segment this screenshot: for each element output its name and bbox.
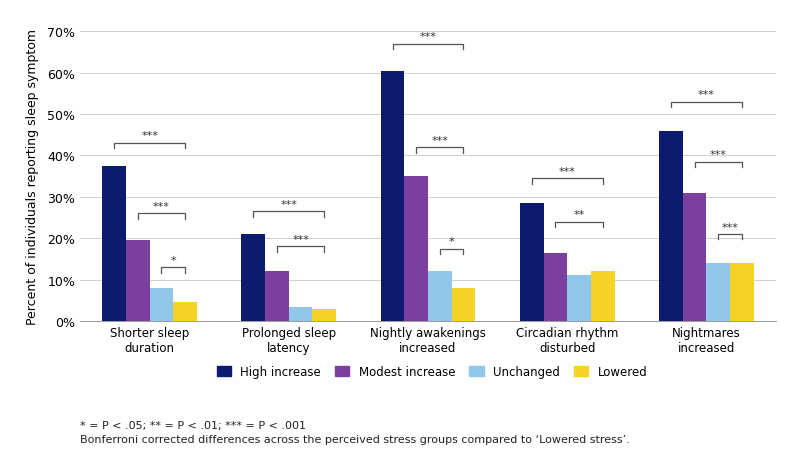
Bar [126,241,150,321]
Bar [150,288,174,321]
Text: * = P < .05; ** = P < .01; *** = P < .001: * = P < .05; ** = P < .01; *** = P < .00… [80,420,306,430]
Text: ***: *** [141,131,158,141]
Text: ***: *** [558,166,576,176]
Legend: High increase, Modest increase, Unchanged, Lowered: High increase, Modest increase, Unchange… [213,362,651,382]
Bar [428,272,452,321]
Bar [404,177,428,321]
Text: **: ** [574,210,585,220]
Y-axis label: Percent of individuals reporting sleep symptom: Percent of individuals reporting sleep s… [26,29,39,325]
Bar [174,303,197,321]
Bar [102,166,126,321]
Bar [659,131,682,321]
Text: ***: *** [280,199,298,209]
Text: *: * [449,236,454,246]
Text: ***: *** [710,150,726,160]
Bar [381,71,404,321]
Text: ***: *** [722,222,738,232]
Text: ***: *** [419,32,437,42]
Bar [242,235,265,321]
Text: Bonferroni corrected differences across the perceived stress groups compared to : Bonferroni corrected differences across … [80,434,630,444]
Bar [730,263,754,321]
Bar [706,263,730,321]
Text: ***: *** [292,235,309,245]
Bar [591,272,614,321]
Bar [567,276,591,321]
Bar [313,309,336,321]
Text: ***: *** [698,90,715,100]
Bar [265,272,289,321]
Text: ***: *** [431,135,448,146]
Bar [452,288,475,321]
Bar [543,253,567,321]
Bar [682,193,706,321]
Bar [520,204,543,321]
Bar [289,307,313,321]
Text: ***: *** [153,202,170,212]
Text: *: * [170,255,176,265]
